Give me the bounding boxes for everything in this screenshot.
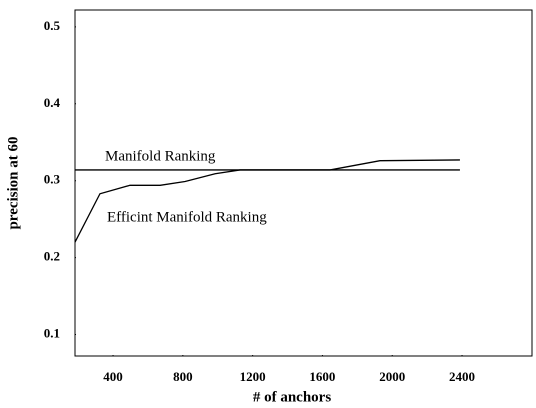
- plot-frame: [74, 9, 533, 357]
- y-tick-label: 0.3: [44, 172, 61, 187]
- line-series: [74, 159, 460, 243]
- x-tick-label: 2400: [449, 369, 475, 384]
- y-tick-label: 0.2: [44, 249, 60, 264]
- y-tick-label: 0.4: [44, 95, 61, 110]
- x-tick-label: 1600: [309, 369, 335, 384]
- y-tick-label: 0.1: [44, 325, 60, 340]
- x-tick-label: 400: [103, 369, 123, 384]
- x-tick-label: 1200: [240, 369, 266, 384]
- x-tick-label: 2000: [379, 369, 405, 384]
- annotation: Manifold Ranking: [105, 148, 216, 164]
- x-axis-label: # of anchors: [253, 389, 331, 405]
- x-tick-label: 800: [173, 369, 193, 384]
- annotation: Efficint Manifold Ranking: [107, 209, 267, 225]
- y-tick-label: 0.5: [44, 18, 61, 33]
- y-axis-label: precision at 60: [5, 136, 21, 229]
